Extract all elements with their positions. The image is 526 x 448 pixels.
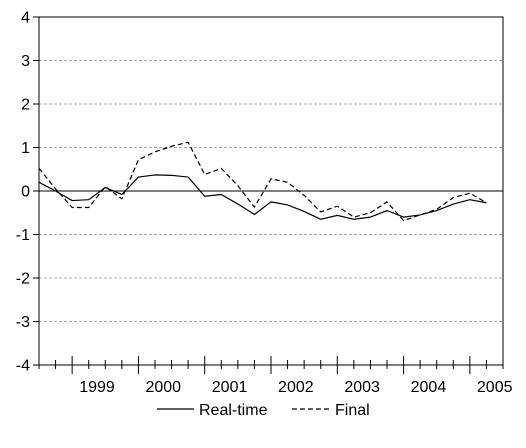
- legend-label: Real-time: [199, 402, 268, 419]
- x-axis: 1999 2000 2001 2002 2003 2004 2005: [38, 356, 513, 396]
- y-axis: 4 3 2 1 0 -1 -2 -3 -4: [16, 10, 39, 375]
- x-tick-label: 2002: [278, 379, 314, 396]
- y-tick-label: -2: [16, 271, 30, 288]
- series-lines: [38, 141, 487, 222]
- y-tick-label: 3: [21, 53, 30, 70]
- y-tick-label: -1: [16, 227, 30, 244]
- grid-lines: [39, 60, 503, 322]
- x-tick-label: 2001: [212, 379, 248, 396]
- y-tick-label: -3: [16, 314, 30, 331]
- y-tick-label: 2: [21, 97, 30, 114]
- legend: Real-time Final: [157, 402, 370, 419]
- y-tick-label: 1: [21, 140, 30, 157]
- y-tick-label: -4: [16, 358, 30, 375]
- x-tick-label: 2004: [411, 379, 447, 396]
- x-tick-label: 2005: [477, 379, 513, 396]
- x-tick-label: 2003: [344, 379, 380, 396]
- x-tick-label: 1999: [79, 379, 115, 396]
- y-tick-label: 4: [21, 10, 30, 27]
- x-tick-label: 2000: [145, 379, 181, 396]
- y-tick-label: 0: [21, 184, 30, 201]
- series-line-real-time: [38, 174, 487, 220]
- series-line-final: [38, 141, 487, 222]
- legend-label: Final: [335, 402, 370, 419]
